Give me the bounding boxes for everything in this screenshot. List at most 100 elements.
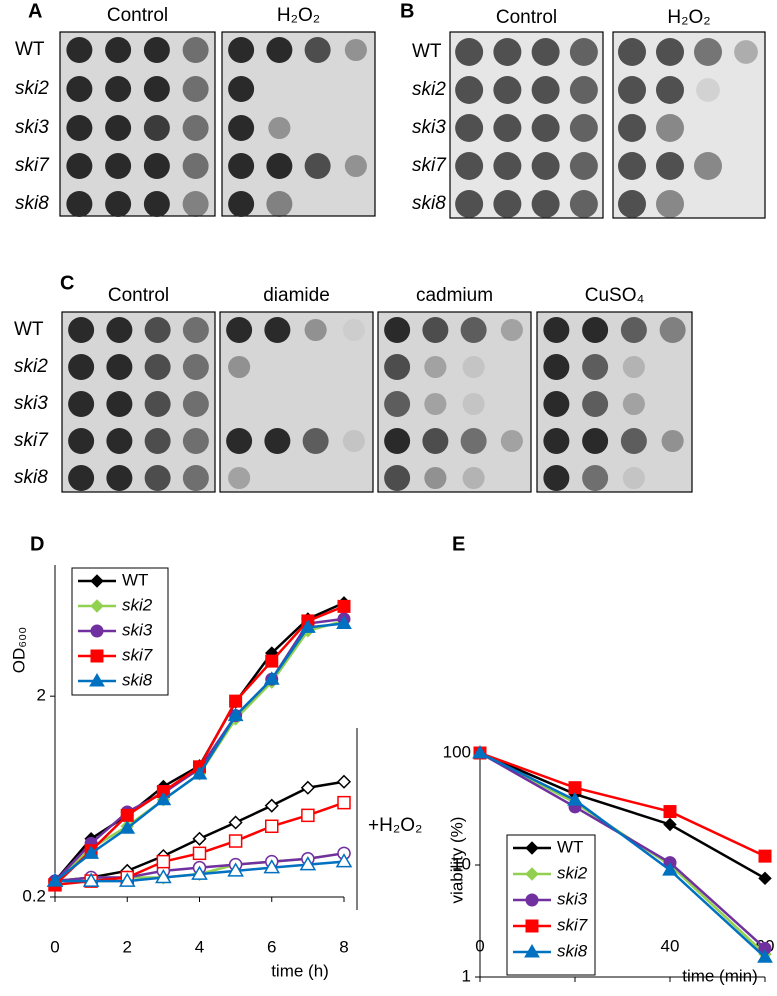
strain-label: ski8 xyxy=(14,467,48,488)
spot xyxy=(228,355,251,379)
spot xyxy=(384,428,411,454)
legend-label: ski8 xyxy=(557,941,588,960)
spot xyxy=(656,76,684,104)
spot xyxy=(582,428,609,454)
data-point xyxy=(47,873,63,887)
y-tick-label: 0.2 xyxy=(22,886,46,905)
spot xyxy=(66,76,93,102)
data-point xyxy=(156,854,171,869)
spot xyxy=(622,355,645,379)
spot xyxy=(302,428,329,454)
legend-marker xyxy=(90,599,104,613)
y-tick-label: 10 xyxy=(452,854,471,873)
legend-label: ski2 xyxy=(557,863,588,882)
legend-label: WT xyxy=(557,837,583,856)
spot xyxy=(622,466,645,490)
strain-label: ski2 xyxy=(412,79,446,100)
spot xyxy=(228,153,255,179)
data-point xyxy=(118,872,136,887)
legend-label: ski2 xyxy=(122,595,153,614)
spot xyxy=(228,466,251,490)
spot xyxy=(143,191,170,217)
spot xyxy=(455,76,484,104)
spot xyxy=(105,76,132,102)
x-axis-title: time (min) xyxy=(682,966,758,985)
spot xyxy=(582,317,609,343)
legend-marker xyxy=(524,944,540,958)
spot xyxy=(618,152,646,180)
data-point xyxy=(229,694,243,708)
spot xyxy=(493,38,522,66)
spot xyxy=(266,191,293,217)
spot xyxy=(384,465,411,491)
spot xyxy=(182,317,209,343)
spot xyxy=(105,115,132,141)
data-point xyxy=(119,820,136,834)
strain-label: ski3 xyxy=(412,117,446,138)
series-line xyxy=(479,751,766,959)
spot xyxy=(106,465,133,491)
legend-marker xyxy=(90,649,104,663)
data-point xyxy=(335,853,353,868)
spot xyxy=(424,355,447,379)
spot xyxy=(106,428,133,454)
spot xyxy=(543,354,570,380)
spot xyxy=(500,429,523,453)
spot xyxy=(66,153,93,179)
spot xyxy=(143,76,170,102)
data-point xyxy=(120,808,134,822)
x-tick-label: 0 xyxy=(475,936,484,955)
data-point xyxy=(265,654,279,668)
legend-label: ski3 xyxy=(122,620,153,639)
spot xyxy=(620,317,647,343)
spot xyxy=(68,317,95,343)
annotation: +H₂O₂ xyxy=(368,815,422,836)
spot xyxy=(455,114,484,142)
legend-marker xyxy=(525,841,539,855)
panel-label: E xyxy=(452,533,465,555)
spot xyxy=(264,428,291,454)
spot xyxy=(618,76,646,104)
spot xyxy=(618,38,646,66)
y-axis-title: viability (%) xyxy=(447,817,466,904)
spot xyxy=(569,38,598,66)
spot xyxy=(569,190,598,218)
y-axis-title: OD₆₀₀ xyxy=(9,627,28,673)
strain-label: ski8 xyxy=(15,193,49,214)
spot xyxy=(344,154,367,178)
legend-label: ski8 xyxy=(122,670,153,689)
legend-label: WT xyxy=(122,570,148,589)
spot xyxy=(228,37,255,63)
column-header: Control xyxy=(496,7,557,28)
spot xyxy=(228,191,255,217)
legend-marker xyxy=(525,867,539,881)
strain-label: ski7 xyxy=(15,155,50,176)
spot xyxy=(493,76,522,104)
data-point xyxy=(82,872,100,887)
strain-label: ski7 xyxy=(14,430,49,451)
panel-label: A xyxy=(28,0,42,22)
spot xyxy=(342,318,365,342)
spot xyxy=(68,428,95,454)
data-point xyxy=(83,845,99,859)
spot xyxy=(582,465,609,491)
data-point xyxy=(155,869,172,884)
data-point xyxy=(337,795,351,810)
spot xyxy=(422,428,449,454)
spot xyxy=(622,392,645,416)
spot xyxy=(569,114,598,142)
spot xyxy=(143,115,170,141)
data-point xyxy=(265,819,279,834)
spot xyxy=(694,152,722,180)
spot xyxy=(531,152,560,180)
spot xyxy=(182,115,209,141)
spot xyxy=(460,317,487,343)
strain-label: WT xyxy=(15,39,45,60)
spot xyxy=(455,38,484,66)
strain-label: ski2 xyxy=(14,356,48,377)
y-tick-label: 1 xyxy=(462,966,471,985)
spot xyxy=(531,190,560,218)
data-point xyxy=(191,865,208,880)
spot xyxy=(68,354,95,380)
